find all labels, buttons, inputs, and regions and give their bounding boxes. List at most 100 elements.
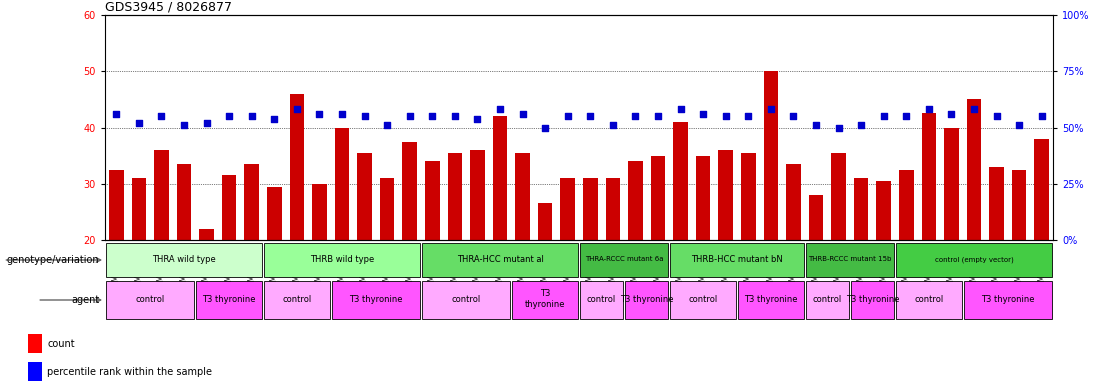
Text: T3 thyronine: T3 thyronine (981, 295, 1035, 304)
Bar (332, 281, 420, 319)
Text: control: control (914, 295, 943, 304)
Bar (763, 71, 779, 240)
Text: THRA-HCC mutant al: THRA-HCC mutant al (457, 255, 544, 264)
Point (581, 113, 599, 119)
Point (378, 122, 396, 128)
Text: THRB-RCCC mutant 15b: THRB-RCCC mutant 15b (808, 256, 891, 262)
Point (604, 122, 622, 128)
Point (965, 106, 983, 113)
Bar (470, 150, 484, 240)
Point (130, 120, 148, 126)
Point (333, 111, 351, 117)
Bar (741, 153, 756, 240)
Bar (222, 175, 236, 240)
Bar (422, 281, 511, 319)
Text: genotype/variation: genotype/variation (7, 255, 99, 265)
Point (559, 113, 577, 119)
Text: GDS3945 / 8026877: GDS3945 / 8026877 (105, 1, 232, 14)
Bar (289, 94, 304, 240)
Point (717, 113, 735, 119)
Text: T3 thyronine: T3 thyronine (202, 295, 256, 304)
Bar (673, 122, 688, 240)
Bar (805, 243, 895, 277)
Bar (989, 167, 1004, 240)
Point (875, 113, 892, 119)
Point (807, 122, 825, 128)
Point (424, 113, 441, 119)
Point (1010, 122, 1028, 128)
Bar (606, 178, 620, 240)
Point (175, 122, 193, 128)
Text: THRA wild type: THRA wild type (152, 255, 216, 264)
Text: THRB wild type: THRB wild type (310, 255, 374, 264)
Point (784, 113, 802, 119)
Bar (403, 142, 417, 240)
Bar (628, 161, 643, 240)
Bar (805, 281, 849, 319)
Point (829, 124, 847, 131)
Bar (964, 281, 1052, 319)
Text: T3 thyronine: T3 thyronine (620, 295, 674, 304)
Bar (493, 116, 507, 240)
Point (197, 120, 215, 126)
Point (221, 113, 238, 119)
Bar (176, 164, 191, 240)
Text: agent: agent (72, 295, 99, 305)
Text: control (empty vector): control (empty vector) (934, 256, 1014, 263)
Bar (896, 281, 962, 319)
Bar (671, 281, 736, 319)
Bar (267, 187, 281, 240)
Bar (583, 178, 598, 240)
Point (650, 113, 667, 119)
Bar (718, 150, 733, 240)
Bar (921, 113, 936, 240)
Point (356, 113, 374, 119)
Text: T3 thyronine: T3 thyronine (846, 295, 899, 304)
Point (491, 106, 508, 113)
Bar (671, 243, 804, 277)
Point (853, 122, 870, 128)
Bar (1011, 170, 1027, 240)
Bar (106, 243, 263, 277)
Point (988, 113, 1006, 119)
Bar (944, 127, 959, 240)
Bar (832, 153, 846, 240)
Bar (625, 281, 668, 319)
Bar (651, 156, 665, 240)
Point (152, 113, 170, 119)
Bar (154, 150, 169, 240)
Point (536, 124, 554, 131)
Bar (966, 99, 982, 240)
Point (898, 113, 915, 119)
Text: control: control (688, 295, 718, 304)
Bar (106, 281, 194, 319)
Bar (245, 164, 259, 240)
Bar (850, 281, 895, 319)
Bar (200, 229, 214, 240)
Bar (538, 204, 553, 240)
Point (266, 116, 283, 122)
Bar (448, 153, 462, 240)
Bar (28, 362, 42, 381)
Bar (379, 178, 395, 240)
Text: control: control (451, 295, 481, 304)
Bar (560, 178, 575, 240)
Bar (854, 178, 868, 240)
Point (672, 106, 689, 113)
Point (469, 116, 486, 122)
Bar (877, 181, 891, 240)
Text: T3 thyronine: T3 thyronine (350, 295, 403, 304)
Point (739, 113, 757, 119)
Bar (580, 243, 668, 277)
Bar (738, 281, 804, 319)
Bar (422, 243, 578, 277)
Bar (425, 161, 440, 240)
Bar (512, 281, 578, 319)
Bar (896, 243, 1052, 277)
Bar (899, 170, 913, 240)
Bar (334, 127, 350, 240)
Bar (264, 243, 420, 277)
Text: T3
thyronine: T3 thyronine (525, 290, 566, 309)
Text: count: count (47, 339, 75, 349)
Point (243, 113, 260, 119)
